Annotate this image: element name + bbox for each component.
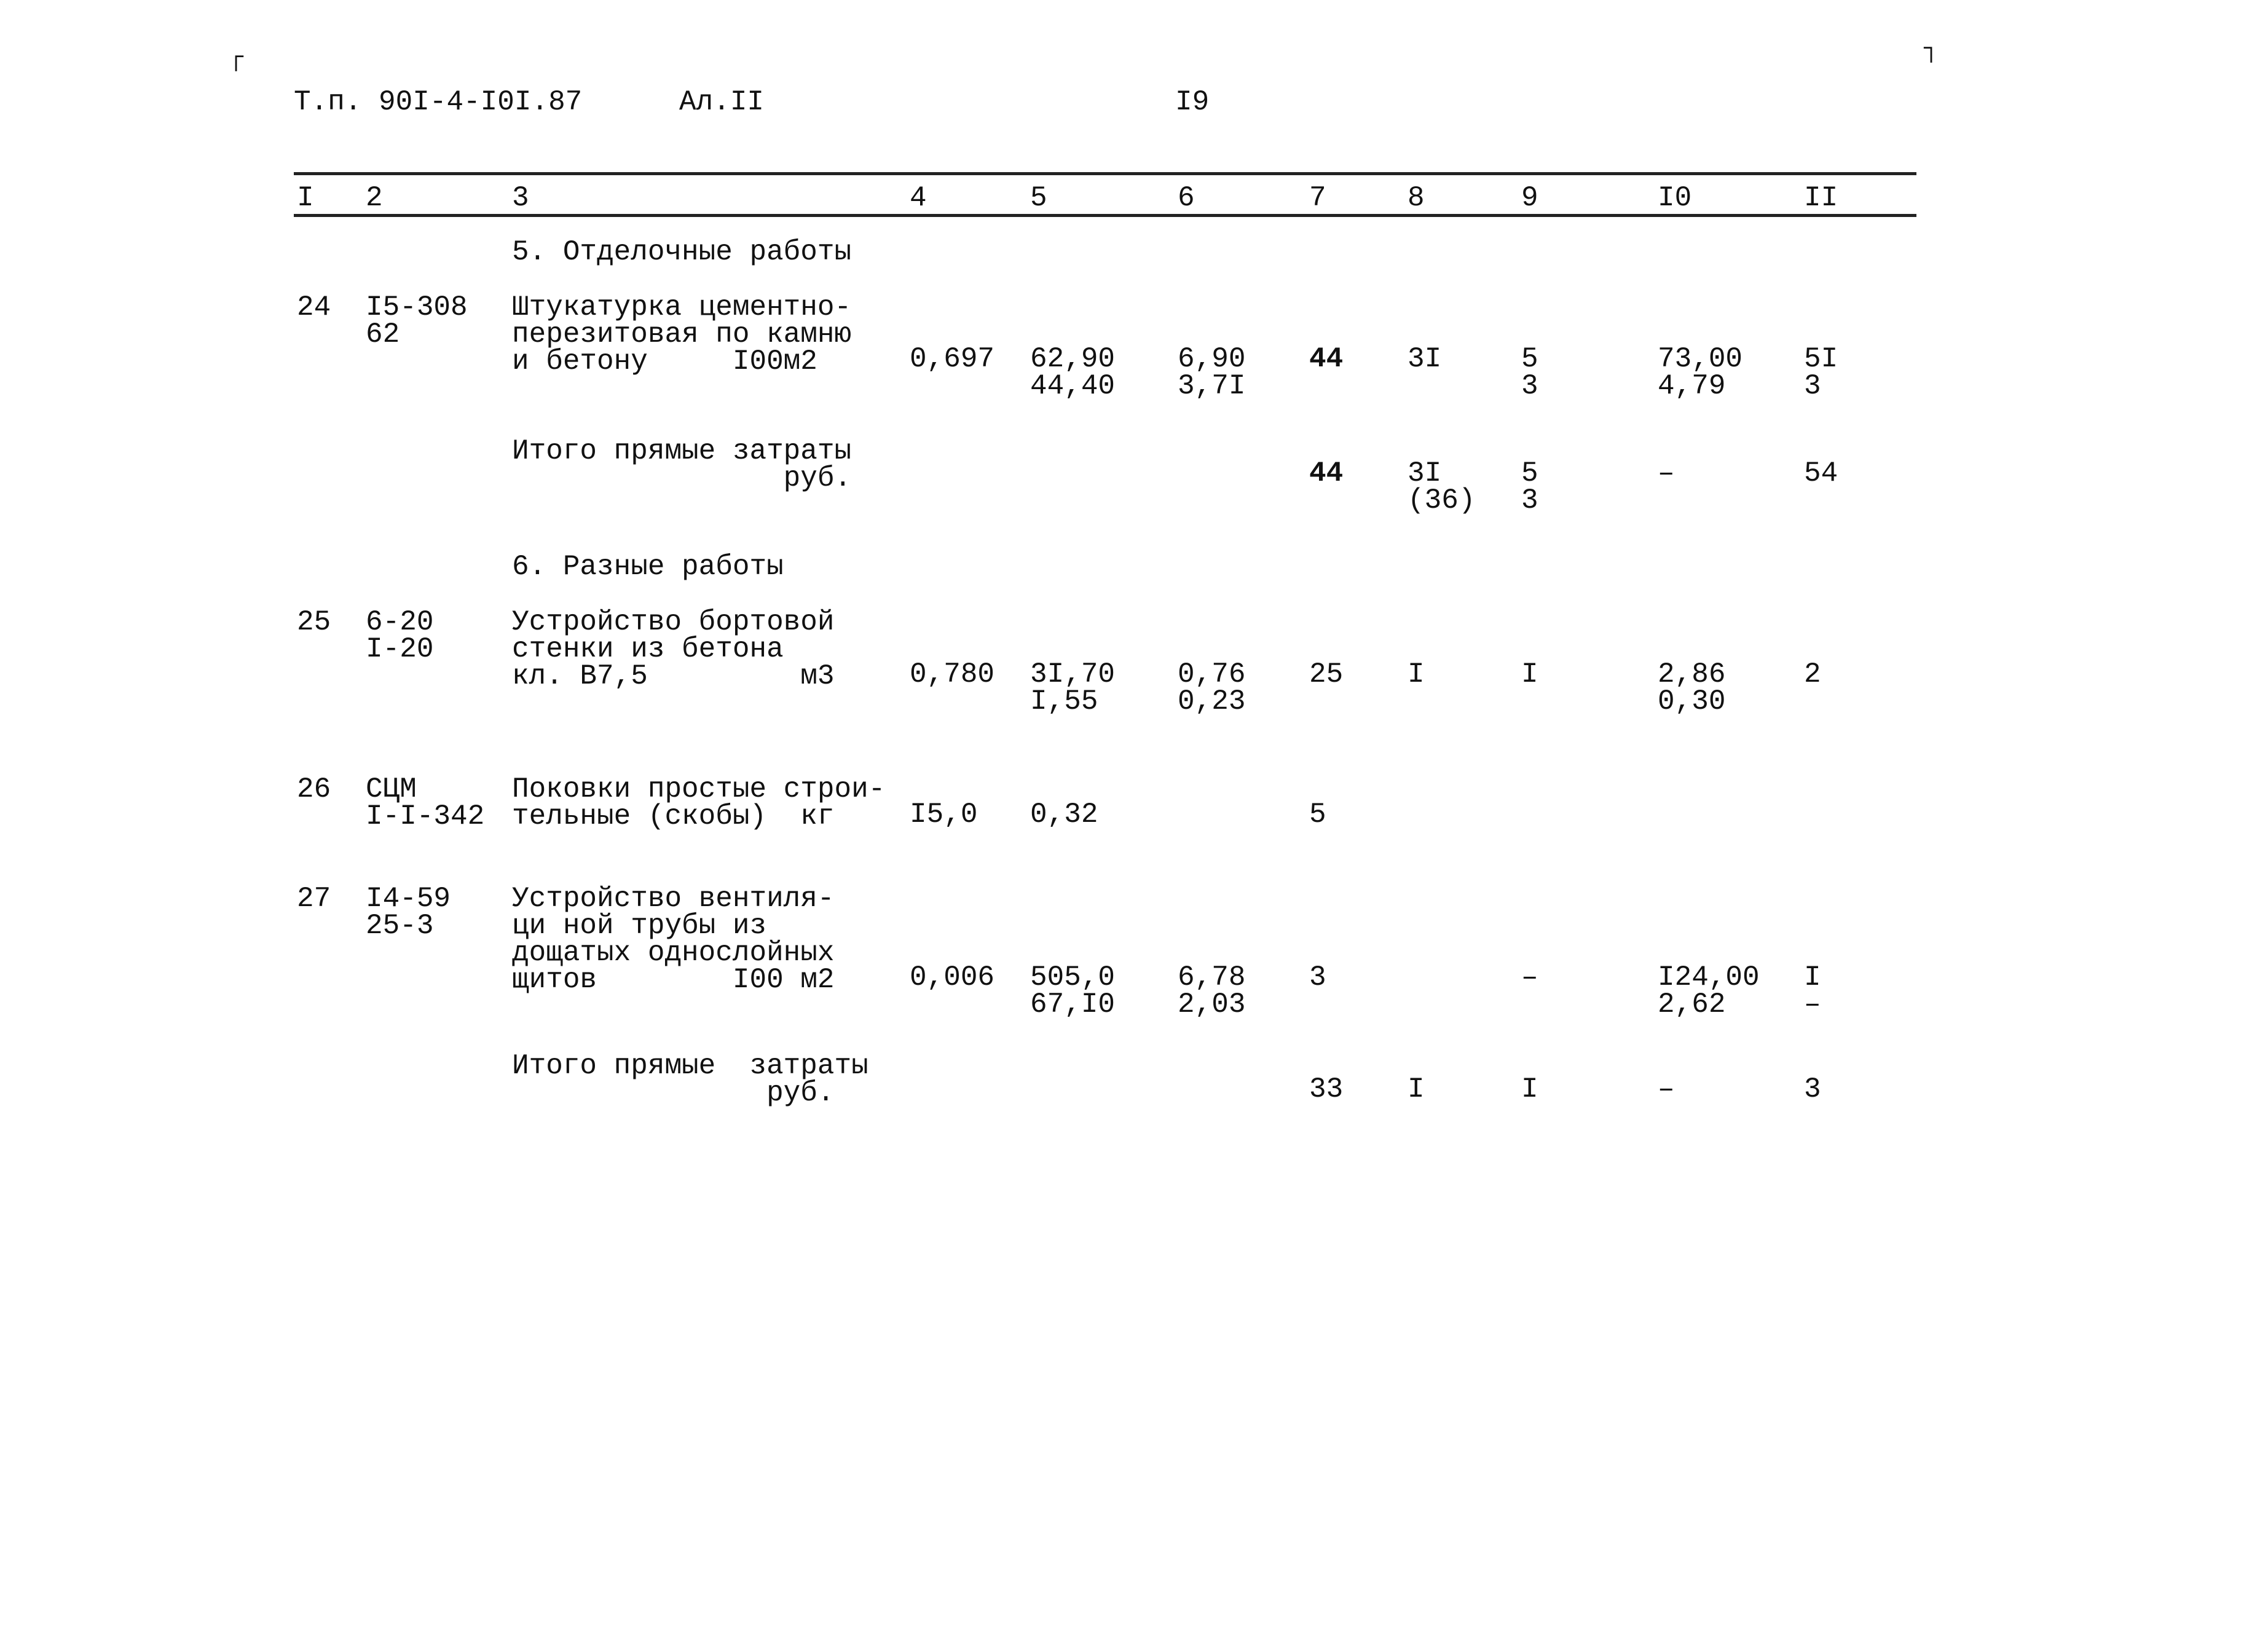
row-col-9: 5 3 <box>1521 343 1538 402</box>
row-col-4: 0,697 <box>910 343 995 375</box>
row-col-11: 3 <box>1804 1073 1821 1105</box>
row-name: Штукатурка цементно- перезитовая по камн… <box>512 291 852 377</box>
row-col-4: 0,780 <box>910 658 995 690</box>
row-col-10: – <box>1658 457 1675 489</box>
row-number: 27 <box>297 883 331 915</box>
column-header-3: 3 <box>512 182 529 214</box>
row-col-10: 2,86 0,30 <box>1658 658 1726 717</box>
row-name: Устройство бортовой стенки из бетона кл.… <box>512 606 835 692</box>
row-col-5: 62,90 44,40 <box>1030 343 1116 402</box>
corner-mark-left: ┌ <box>229 44 244 72</box>
row-col-8: I <box>1408 658 1425 690</box>
album-label: Ал.II <box>679 86 765 118</box>
column-header-10: I0 <box>1658 182 1692 214</box>
column-header-8: 8 <box>1408 182 1425 214</box>
row-col-9: I <box>1521 658 1538 690</box>
row-name: Поковки простые строи- тельные (скобы) к… <box>512 773 886 832</box>
table-top-rule <box>294 172 1916 175</box>
section-title: 6. Разные работы <box>512 551 784 583</box>
column-header-6: 6 <box>1178 182 1195 214</box>
row-col-11: 2 <box>1804 658 1821 690</box>
row-name: Итого прямые затраты руб. <box>512 1050 868 1109</box>
row-number: 24 <box>297 291 331 323</box>
row-col-8: 3I (36) <box>1408 457 1476 516</box>
column-header-5: 5 <box>1030 182 1047 214</box>
row-col-5: 3I,70 I,55 <box>1030 658 1116 717</box>
row-col-9: 5 3 <box>1521 457 1538 516</box>
row-col-6: 6,90 3,7I <box>1178 343 1246 402</box>
row-code: 6-20 I-20 <box>366 606 434 665</box>
row-col-6: 6,78 2,03 <box>1178 961 1246 1020</box>
row-col-4: 0,006 <box>910 961 995 993</box>
row-col-7: 44 <box>1309 343 1344 375</box>
corner-mark-right: ┐ <box>1924 36 1939 63</box>
row-col-11: 5I 3 <box>1804 343 1838 402</box>
row-col-10: – <box>1658 1073 1675 1105</box>
row-col-10: 73,00 4,79 <box>1658 343 1743 402</box>
column-header-4: 4 <box>910 182 927 214</box>
row-code: СЦМ I-I-342 <box>366 773 485 832</box>
column-header-9: 9 <box>1521 182 1538 214</box>
row-number: 26 <box>297 773 331 805</box>
row-col-11: I – <box>1804 961 1821 1020</box>
row-name: Итого прямые затраты руб. <box>512 435 852 494</box>
column-header-11: II <box>1804 182 1838 214</box>
row-code: I5-308 62 <box>366 291 468 350</box>
row-col-5: 0,32 <box>1030 799 1098 830</box>
row-col-7: 3 <box>1309 961 1326 993</box>
row-col-4: I5,0 <box>910 799 978 830</box>
row-col-9: – <box>1521 961 1538 993</box>
row-col-11: 54 <box>1804 457 1838 489</box>
row-col-8: 3I <box>1408 343 1442 375</box>
row-code: I4-59 25-3 <box>366 883 451 942</box>
header-bottom-rule <box>294 214 1916 217</box>
row-col-9: I <box>1521 1073 1538 1105</box>
row-number: 25 <box>297 606 331 638</box>
row-col-8: I <box>1408 1073 1425 1105</box>
row-col-7: 33 <box>1309 1073 1344 1105</box>
document-code: Т.п. 90I-4-I0I.87 <box>294 86 583 118</box>
row-col-7: 25 <box>1309 658 1344 690</box>
row-col-5: 505,0 67,I0 <box>1030 961 1116 1020</box>
row-col-6: 0,76 0,23 <box>1178 658 1246 717</box>
column-header-7: 7 <box>1309 182 1326 214</box>
row-name: Устройство вентиля- ци ной трубы из доща… <box>512 883 835 996</box>
row-col-10: I24,00 2,62 <box>1658 961 1760 1020</box>
column-header-1: I <box>297 182 314 214</box>
row-col-7: 5 <box>1309 799 1326 830</box>
column-header-2: 2 <box>366 182 383 214</box>
page-number: I9 <box>1175 86 1210 118</box>
section-title: 5. Отделочные работы <box>512 236 852 268</box>
row-col-7: 44 <box>1309 457 1344 489</box>
